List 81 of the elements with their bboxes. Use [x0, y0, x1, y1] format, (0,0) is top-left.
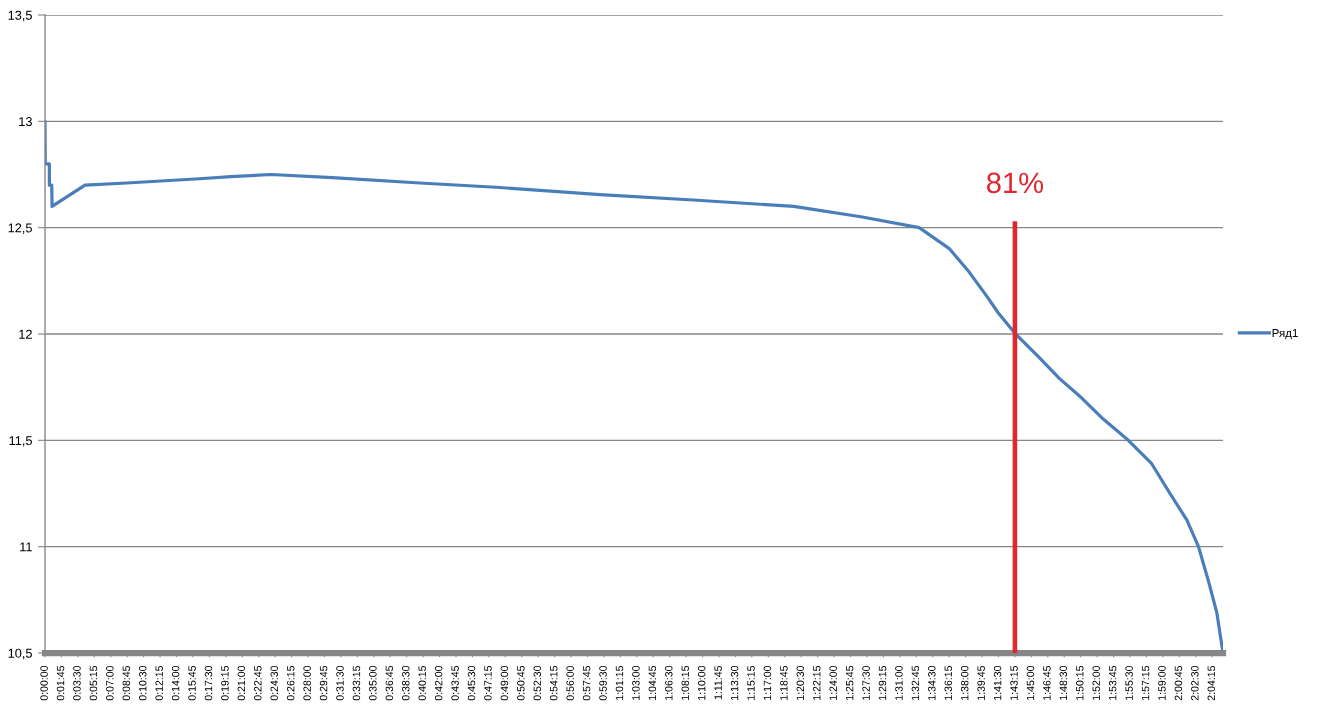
x-tick-label: 1:59:00	[1158, 665, 1166, 700]
x-tick-label: 0:21:00	[237, 665, 246, 701]
x-tick-label: 0:05:15	[89, 665, 98, 701]
x-tick-label: 0:50:45	[517, 665, 525, 701]
x-tick-label: 1:20:30	[796, 665, 805, 700]
x-tick-label: 1:50:15	[1076, 665, 1084, 700]
y-tick-label: 11	[20, 542, 32, 552]
x-tick-label: 1:22:15	[813, 665, 821, 700]
x-tick-label: 0:56:00	[566, 665, 574, 701]
x-tick-label: 0:43:45	[451, 665, 459, 701]
x-tick-label: 1:39:45	[977, 665, 985, 700]
legend-label: Ряд1	[1272, 329, 1298, 340]
x-tick-label: 1:25:45	[845, 665, 854, 700]
x-tick-label: 1:32:45	[911, 665, 920, 700]
x-tick-label: 1:57:15	[1141, 665, 1150, 700]
x-tick-label: 0:14:00	[171, 665, 180, 701]
x-tick-label: 0:24:30	[270, 665, 278, 701]
x-tick-label: 0:08:45	[122, 665, 131, 701]
x-tick-label: 0:40:15	[418, 665, 426, 701]
x-tick-label: 0:49:00	[500, 665, 509, 701]
x-tick-label: 1:48:30	[1059, 665, 1068, 700]
y-tick-label: 12	[19, 329, 32, 339]
x-tick-label: 1:53:45	[1108, 665, 1117, 700]
x-tick-label: 1:41:30	[993, 665, 1002, 700]
x-tick-label: 0:57:45	[582, 665, 591, 701]
y-tick-label: 13,5	[8, 10, 32, 22]
x-tick-label: 1:18:45	[780, 665, 788, 700]
x-tick-label: 0:10:30	[139, 665, 147, 701]
x-tick-label: 0:26:15	[286, 665, 295, 701]
x-tick-label: 1:04:45	[648, 665, 657, 700]
x-tick-label: 0:33:15	[352, 665, 361, 701]
annotation: 81%	[987, 172, 1044, 194]
y-tick-label: 12,5	[8, 223, 32, 234]
x-tick-label: 0:15:45	[188, 665, 196, 701]
x-tick-label: 0:22:45	[254, 665, 262, 701]
x-tick-label: 0:52:30	[533, 665, 542, 701]
x-tick-label: 0:29:45	[319, 665, 328, 701]
x-tick-label: 0:00:00	[40, 665, 48, 701]
x-tick-label: 1:06:30	[665, 665, 673, 700]
x-tick-label: 0:42:00	[434, 665, 443, 701]
x-tick-label: 1:10:00	[697, 665, 706, 700]
x-tick-label: 1:45:00	[1026, 665, 1035, 700]
x-tick-label: 2:04:15	[1207, 665, 1216, 701]
x-tick-label: 1:27:30	[862, 665, 870, 700]
x-tick-label: 0:01:45	[56, 665, 65, 701]
x-tick-label: 1:11:45	[714, 665, 722, 700]
x-tick-label: 0:54:15	[549, 665, 558, 701]
x-tick-label: 1:46:45	[1043, 665, 1051, 700]
x-tick-label: 1:08:15	[681, 665, 689, 700]
x-tick-label: 1:34:30	[928, 665, 936, 700]
x-tick-label: 0:28:00	[303, 665, 311, 701]
x-tick-label: 0:45:30	[467, 665, 476, 701]
x-tick-label: 0:12:15	[155, 665, 163, 701]
y-tick-label: 13	[19, 117, 32, 127]
x-tick-label: 0:19:15	[221, 665, 229, 701]
x-tick-label: 0:35:00	[369, 665, 377, 701]
x-tick-label: 1:13:30	[730, 665, 739, 700]
x-tick-label: 1:55:30	[1125, 665, 1133, 700]
x-tick-label: 1:01:15	[615, 665, 624, 700]
x-tick-label: 0:38:30	[402, 665, 410, 701]
y-tick-label: 11,5	[9, 436, 32, 447]
x-tick-label: 2:00:45	[1174, 665, 1183, 701]
x-tick-label: 2:02:30	[1191, 665, 1199, 701]
x-tick-label: 0:03:30	[73, 665, 81, 701]
x-tick-label: 1:36:15	[944, 665, 952, 700]
x-tick-label: 1:43:15	[1010, 665, 1018, 700]
x-tick-label: 1:38:00	[960, 665, 969, 700]
x-tick-label: 1:31:00	[895, 665, 903, 700]
x-tick-label: 0:31:30	[336, 665, 344, 701]
x-tick-label: 0:07:00	[106, 665, 114, 701]
x-tick-label: 1:29:15	[878, 665, 887, 700]
x-tick-label: 1:17:00	[763, 665, 772, 700]
x-tick-label: 0:47:15	[484, 665, 492, 701]
x-tick-label: 1:03:00	[632, 665, 640, 700]
x-tick-label: 0:59:30	[599, 665, 607, 701]
x-tick-label: 0:17:30	[204, 665, 213, 701]
x-tick-label: 1:15:15	[747, 665, 755, 700]
x-tick-label: 1:52:00	[1092, 665, 1100, 700]
x-tick-label: 1:24:00	[829, 665, 837, 700]
x-tick-label: 0:36:45	[385, 665, 394, 701]
y-tick-label: 10,5	[8, 648, 32, 660]
